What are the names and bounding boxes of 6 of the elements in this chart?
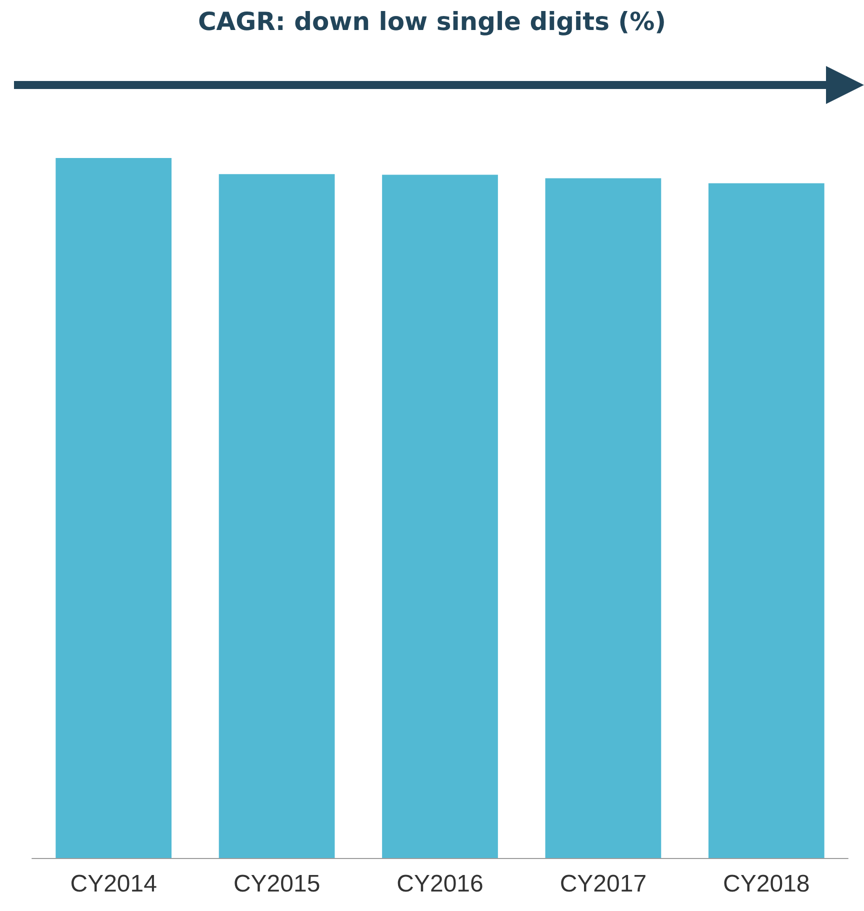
x-tick-label: CY2015	[233, 870, 320, 898]
x-tick-label: CY2018	[723, 870, 810, 898]
chart-title: CAGR: down low single digits (%)	[198, 7, 666, 36]
x-tick-label: CY2014	[70, 870, 157, 898]
x-tick-label: CY2016	[396, 870, 484, 898]
x-tick-label: CY2017	[560, 870, 647, 898]
